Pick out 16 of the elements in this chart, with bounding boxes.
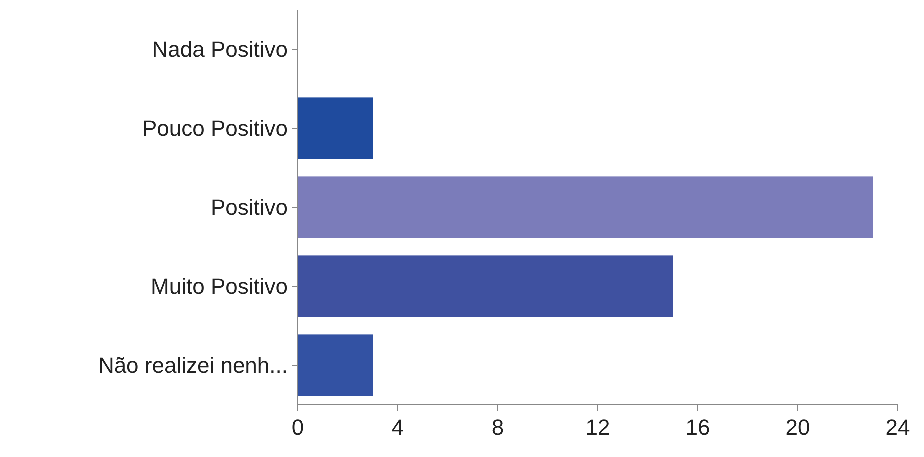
bar [298, 98, 373, 160]
y-tick-label: Pouco Positivo [142, 116, 288, 142]
x-tick-label: 20 [786, 415, 810, 440]
x-tick-label: 24 [886, 415, 910, 440]
y-tick-label: Muito Positivo [151, 274, 288, 300]
x-tick-label: 8 [492, 415, 504, 440]
x-tick-label: 4 [392, 415, 404, 440]
y-tick-label: Não realizei nenh... [98, 353, 288, 378]
y-tick-label: Positivo [210, 195, 288, 220]
bar [298, 256, 673, 318]
x-tick-label: 0 [292, 415, 304, 440]
y-tick-label: Nada Positivo [152, 37, 288, 62]
bar [298, 176, 873, 238]
x-tick-label: 12 [586, 415, 610, 440]
bar [298, 334, 373, 396]
x-tick-label: 16 [686, 415, 710, 440]
